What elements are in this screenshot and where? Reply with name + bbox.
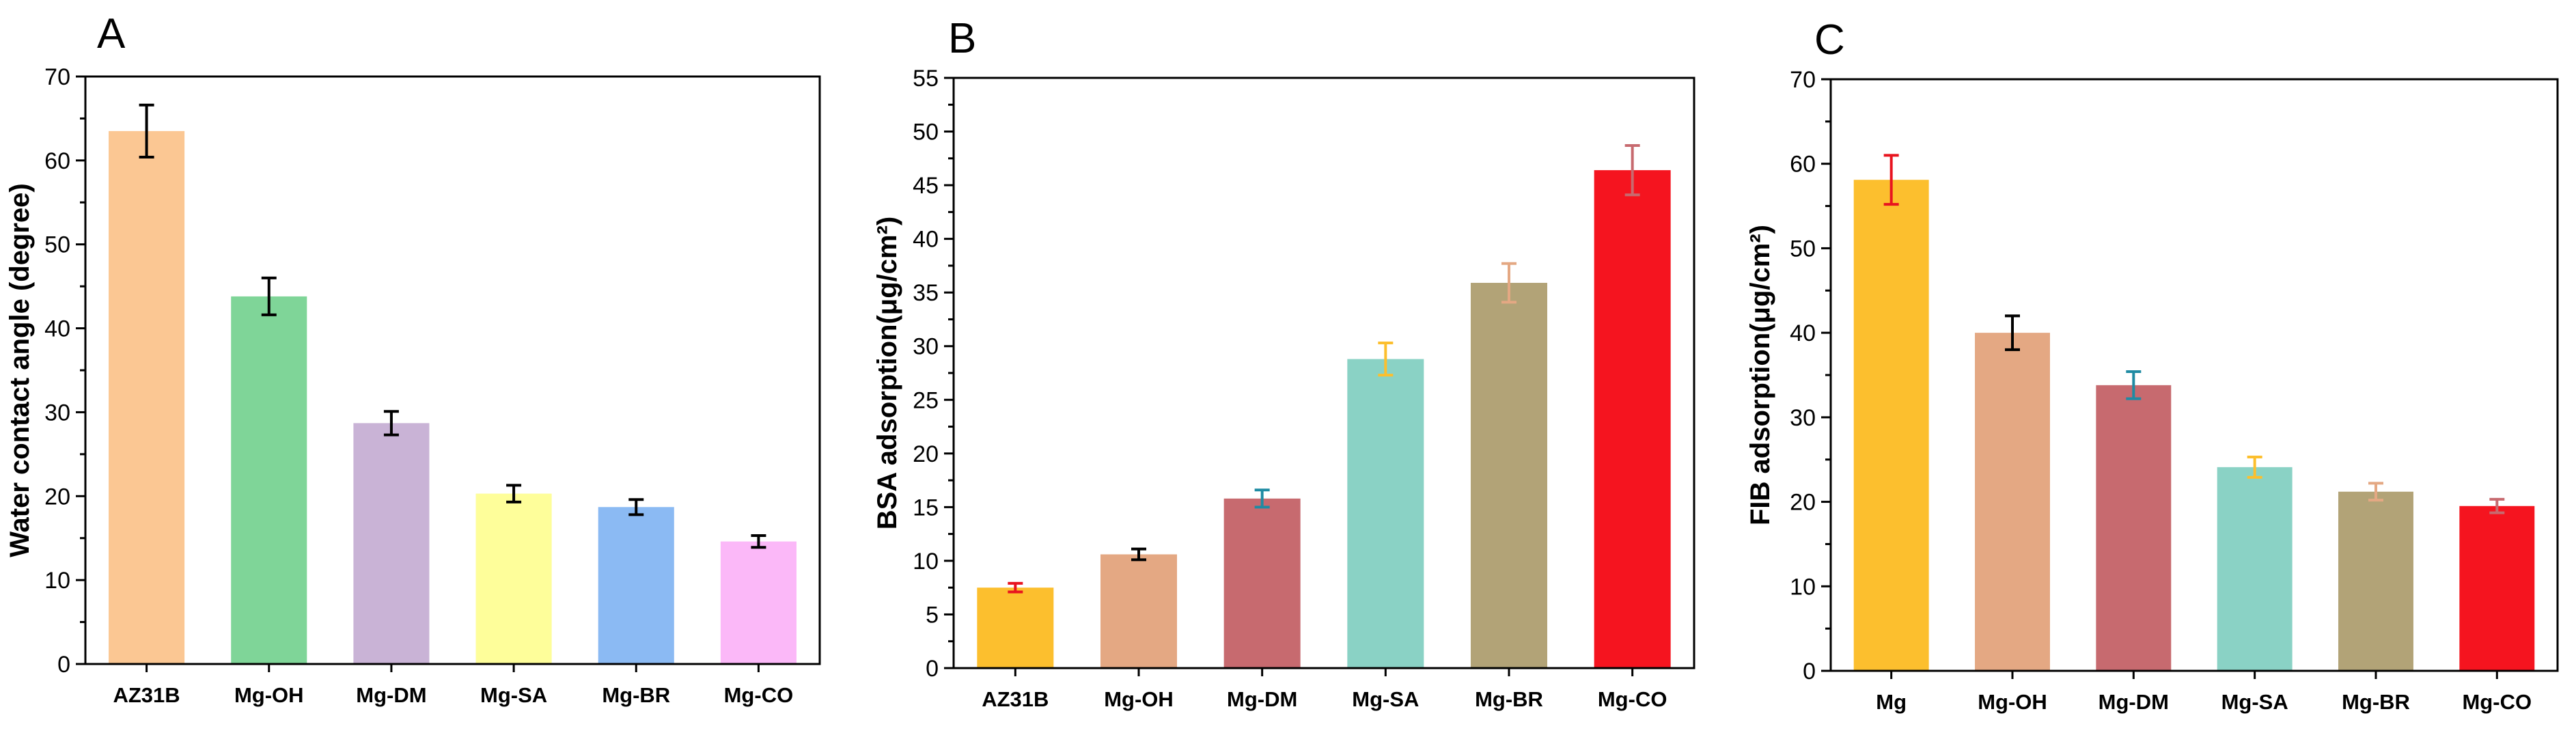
y-axis-title: BSA adsorption(μg/cm²) xyxy=(872,217,902,530)
x-tick-label: Mg-DM xyxy=(2099,690,2169,714)
y-tick-label: 20 xyxy=(44,484,70,510)
bar-mg-oh xyxy=(1100,554,1178,668)
x-tick-label: Mg-CO xyxy=(1598,687,1667,711)
bar-mg-br xyxy=(1470,283,1548,668)
error-bar-mg-co xyxy=(2489,497,2505,514)
error-bar-mg-dm xyxy=(1254,488,1270,509)
error-bar-mg-br xyxy=(1501,262,1516,304)
bar-mg-br xyxy=(598,507,674,664)
chart-panel-c: C Mg Mg-OH Mg-DM Mg-SA Mg-BR Mg-CO 0 10 20 30 40 50 6… xyxy=(1745,16,2559,714)
y-tick-label: 30 xyxy=(44,400,70,426)
y-tick-label: 50 xyxy=(913,120,939,146)
y-axis-title: Water contact angle (degree) xyxy=(5,183,35,557)
x-tick-label: Mg-SA xyxy=(480,683,547,707)
error-bar-mg-oh xyxy=(2005,314,2020,351)
bar-mg-oh xyxy=(1975,333,2050,671)
y-tick-label: 0 xyxy=(1803,659,1816,684)
y-tick-label: 20 xyxy=(913,441,939,467)
x-tick-label: Mg-OH xyxy=(1104,687,1174,711)
bar-mg xyxy=(1853,180,1929,672)
y-tick-label: 25 xyxy=(913,387,939,413)
bar-mg-sa xyxy=(475,493,552,664)
y-tick-label: 30 xyxy=(1790,405,1816,431)
error-bar-mg-co xyxy=(1624,143,1640,197)
error-bar-mg-dm xyxy=(383,410,399,437)
error-bar-mg-co xyxy=(751,534,766,549)
y-tick-label: 70 xyxy=(1790,67,1816,93)
plot-frame xyxy=(84,75,821,665)
error-bar-mg-br xyxy=(628,498,644,516)
y-tick-label: 30 xyxy=(913,334,939,360)
y-tick-label: 50 xyxy=(44,232,70,258)
error-bar-az31b xyxy=(1008,581,1023,594)
error-bar-mg-sa xyxy=(1378,342,1394,377)
x-tick-label: Mg-CO xyxy=(2463,690,2532,714)
y-tick-label: 10 xyxy=(1790,574,1816,600)
bar-mg-sa xyxy=(2217,467,2293,671)
x-tick-label: Mg-SA xyxy=(2221,690,2288,714)
error-bar-mg-br xyxy=(2368,482,2383,502)
x-tick-label: Mg-SA xyxy=(1352,687,1419,711)
plot-frame xyxy=(952,77,1695,669)
x-tick-label: Mg xyxy=(1876,690,1907,714)
y-tick-label: 70 xyxy=(44,64,70,90)
y-tick-label: 20 xyxy=(1790,490,1816,516)
y-tick-label: 55 xyxy=(913,66,939,92)
error-bar-mg-sa xyxy=(2247,456,2262,479)
x-tick-label: Mg-BR xyxy=(2342,690,2410,714)
error-bar-mg-oh xyxy=(261,276,277,316)
bar-mg-co xyxy=(720,541,797,664)
error-bar-mg xyxy=(1883,154,1899,206)
x-tick-label: Mg-OH xyxy=(1978,690,2047,714)
x-tick-label: Mg-OH xyxy=(234,683,304,707)
y-tick-label: 60 xyxy=(44,148,70,174)
error-bar-mg-dm xyxy=(2126,370,2142,400)
y-tick-label: 40 xyxy=(913,227,939,253)
bar-az31b xyxy=(109,130,185,664)
bar-az31b xyxy=(977,587,1054,668)
y-tick-label: 50 xyxy=(1790,236,1816,262)
error-bar-az31b xyxy=(139,103,154,158)
x-tick-label: Mg-DM xyxy=(1227,687,1297,711)
x-tick-label: Mg-CO xyxy=(724,683,794,707)
bar-mg-dm xyxy=(2096,385,2172,671)
x-tick-label: Mg-BR xyxy=(1475,687,1543,711)
y-tick-label: 60 xyxy=(1790,152,1816,178)
x-tick-label: Mg-DM xyxy=(356,683,426,707)
x-tick-label: Mg-BR xyxy=(602,683,670,707)
bar-mg-dm xyxy=(1223,498,1301,668)
x-tick-label: AZ31B xyxy=(982,687,1049,711)
panel-letter: C xyxy=(1814,16,1845,64)
bar-mg-co xyxy=(1594,170,1671,669)
y-tick-label: 0 xyxy=(926,656,939,682)
y-tick-label: 45 xyxy=(913,173,939,199)
chart-panel-a: A AZ31B Mg-OH Mg-DM Mg-SA Mg-BR Mg-CO 0 10 20 30 40… xyxy=(5,10,821,707)
y-tick-label: 5 xyxy=(926,602,939,628)
y-axis-title: FIB adsorption(μg/cm²) xyxy=(1745,225,1775,525)
y-tick-label: 35 xyxy=(913,280,939,306)
error-bar-mg-sa xyxy=(506,484,522,503)
bar-mg-oh xyxy=(231,296,307,664)
bar-mg-dm xyxy=(353,423,430,664)
y-tick-label: 40 xyxy=(1790,320,1816,346)
bar-mg-co xyxy=(2459,506,2535,671)
x-tick-label: AZ31B xyxy=(113,683,180,707)
y-tick-label: 40 xyxy=(44,316,70,342)
y-tick-label: 0 xyxy=(57,652,70,678)
y-tick-label: 10 xyxy=(913,549,939,575)
y-tick-label: 10 xyxy=(44,568,70,594)
bar-mg-br xyxy=(2338,491,2413,671)
panel-letter: B xyxy=(948,15,976,62)
bar-mg-sa xyxy=(1347,359,1424,668)
y-tick-label: 15 xyxy=(913,495,939,521)
error-bar-mg-oh xyxy=(1131,547,1146,562)
chart-panel-b: B AZ31B Mg-OH Mg-DM Mg-SA Mg-BR Mg-CO 0 5 10 15 20 2… xyxy=(872,15,1695,711)
panel-letter: A xyxy=(97,10,126,57)
plot-frame xyxy=(1829,78,2559,672)
